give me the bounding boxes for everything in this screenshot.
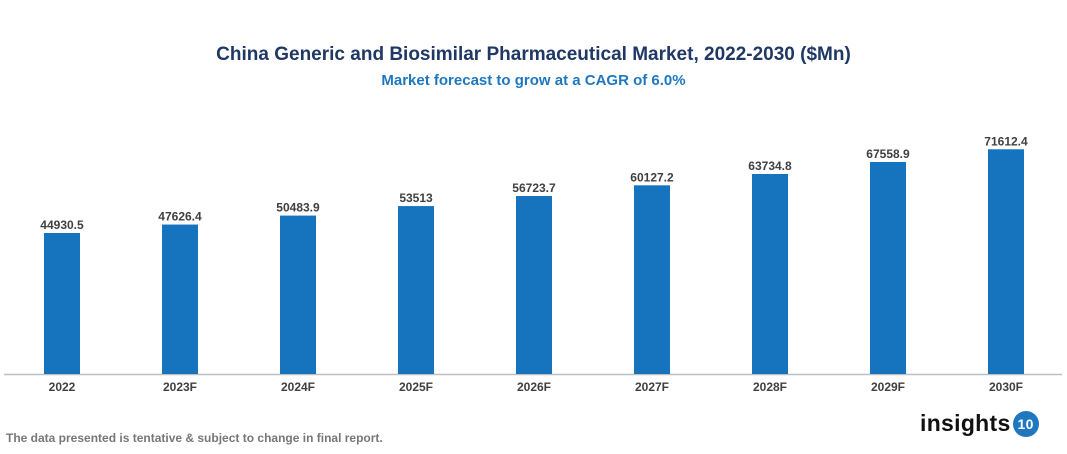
disclaimer-note: The data presented is tentative & subjec… [6,431,383,445]
data-label: 63734.8 [748,159,792,173]
chart-subtitle: Market forecast to grow at a CAGR of 6.0… [381,72,686,89]
bar-2028F [752,173,788,374]
logo-text: insights [920,410,1011,436]
data-label: 56723.7 [512,181,556,195]
data-label: 71612.4 [984,134,1028,148]
logo-badge: 10 [1012,410,1039,437]
bar-2027F [634,185,670,374]
x-tick-label: 2029F [871,380,905,394]
data-label: 47626.4 [158,210,202,224]
bar-2024F [280,215,316,374]
data-label: 44930.5 [40,218,84,232]
x-tick-label: 2025F [399,380,433,394]
data-label: 67558.9 [866,147,910,161]
chart-title: China Generic and Biosimilar Pharmaceuti… [216,44,851,65]
x-tick-label: 2030F [989,380,1023,394]
x-tick-label: 2024F [281,380,315,394]
bar-2022 [44,233,80,374]
bar-2029F [870,161,906,374]
x-tick-label: 2022 [49,380,76,394]
bar-2030F [988,149,1024,374]
x-tick-label: 2026F [517,380,551,394]
bar-2025F [398,206,434,374]
x-tick-label: 2028F [753,380,787,394]
bar-2023F [162,224,198,374]
data-label: 50483.9 [276,201,320,215]
x-tick-label: 2023F [163,380,197,394]
insights10-logo: insights 10 [920,410,1039,437]
data-label: 60127.2 [630,170,674,184]
data-label: 53513 [399,191,433,205]
bar-2026F [516,195,552,374]
x-tick-label: 2027F [635,380,669,394]
